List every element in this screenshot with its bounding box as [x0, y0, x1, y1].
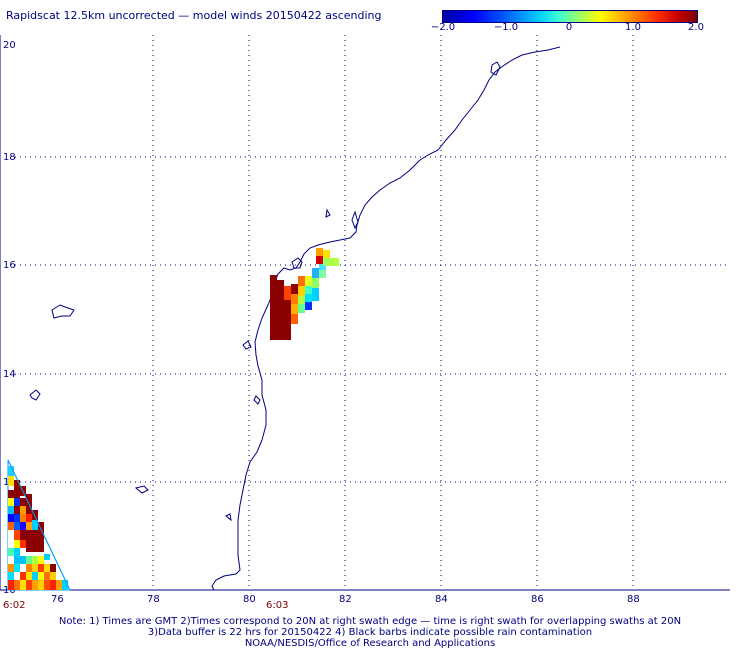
lat-label: 14 — [3, 369, 16, 380]
lon-label: 82 — [339, 594, 352, 605]
note-line: NOAA/NESDIS/Office of Research and Appli… — [244, 638, 496, 649]
lon-label: 76 — [51, 594, 64, 605]
island — [134, 485, 149, 494]
note-line: Note: 1) Times are GMT 2)Times correspon… — [58, 616, 682, 627]
graticule — [10, 35, 730, 590]
plot-title: Rapidscat 12.5km uncorrected — model win… — [6, 9, 382, 22]
note-line: 3)Data buffer is 22 hrs for 20150422 4) … — [147, 627, 593, 638]
footnotes: Note: 1) Times are GMT 2)Times correspon… — [0, 616, 740, 649]
coastline — [211, 46, 561, 591]
colorbar-tick: −1.0 — [493, 22, 519, 33]
island — [51, 304, 75, 319]
island — [490, 61, 501, 76]
colorbar-tick: 2.0 — [688, 22, 704, 33]
island — [29, 389, 41, 401]
island — [291, 257, 303, 269]
lon-label: 80 — [243, 594, 256, 605]
island — [242, 340, 252, 350]
colorbar-tick: 1.0 — [625, 22, 641, 33]
swath-time-label: 6:02 — [3, 600, 26, 611]
colorbar-tick: 0 — [565, 22, 573, 33]
lat-label: 20 — [3, 40, 16, 51]
colorbar — [442, 10, 698, 23]
lat-label: 18 — [3, 152, 16, 163]
lon-label: 78 — [147, 594, 160, 605]
island — [351, 210, 359, 230]
swath-cells-center — [270, 248, 339, 340]
lat-label: 16 — [3, 260, 16, 271]
swath-time-label: 6:03 — [266, 600, 289, 611]
colorbar-tick: −2.0 — [430, 22, 456, 33]
island — [325, 208, 331, 218]
lon-label: 88 — [627, 594, 640, 605]
swath-cells-left — [7, 459, 71, 591]
lon-label: 86 — [531, 594, 544, 605]
lon-label: 84 — [435, 594, 448, 605]
island — [225, 513, 232, 522]
island — [253, 395, 261, 405]
